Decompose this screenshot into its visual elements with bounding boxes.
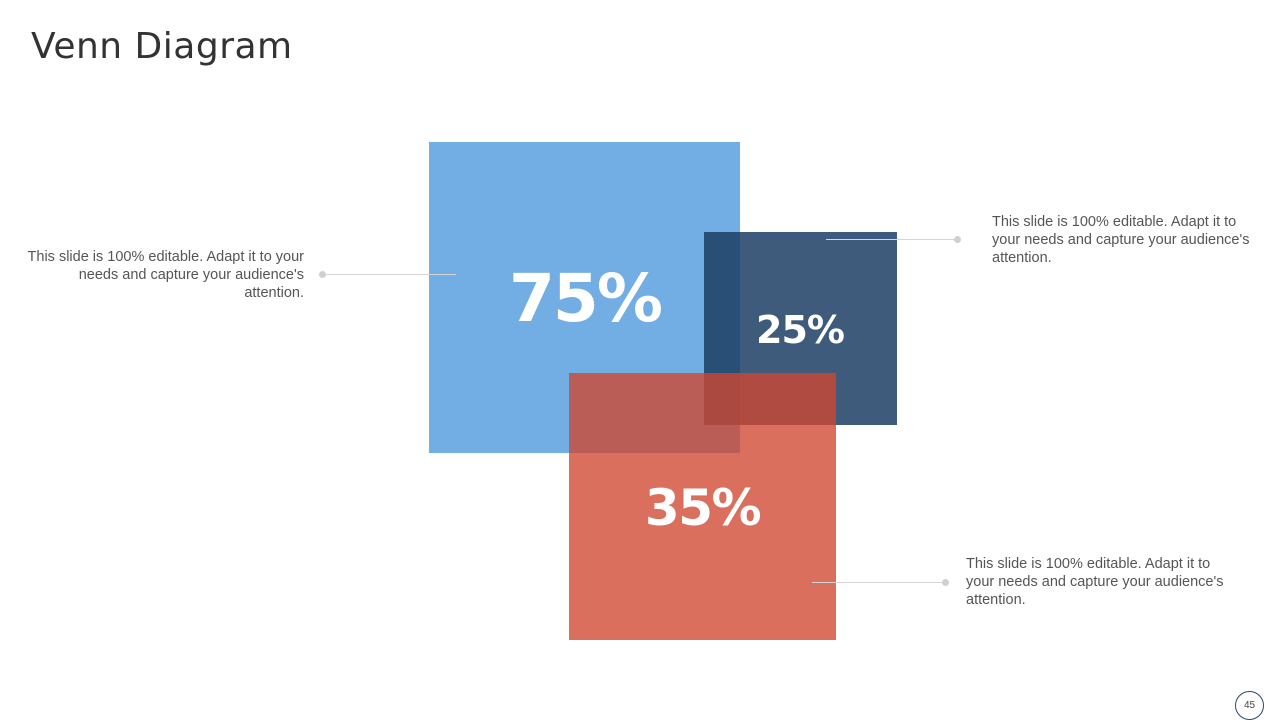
callout-bottom-right-text: This slide is 100% editable. Adapt it to… xyxy=(966,556,1224,608)
callout-left-text: This slide is 100% editable. Adapt it to… xyxy=(27,249,304,301)
connector-dot-top-right xyxy=(954,236,961,243)
slide-title: Venn Diagram xyxy=(31,26,293,67)
connector-line-left xyxy=(326,274,456,275)
callout-top-right-text: This slide is 100% editable. Adapt it to… xyxy=(992,214,1250,266)
percentage-label-blue: 75% xyxy=(509,260,663,337)
venn-square-red xyxy=(569,373,836,640)
connector-dot-bottom-right xyxy=(942,579,949,586)
connector-line-top-right xyxy=(826,239,954,240)
percentage-label-red: 35% xyxy=(644,479,762,537)
percentage-label-navy: 25% xyxy=(756,308,845,352)
connector-dot-left xyxy=(319,271,326,278)
connector-line-bottom-right xyxy=(812,582,942,583)
page-number-badge: 45 xyxy=(1235,691,1264,720)
